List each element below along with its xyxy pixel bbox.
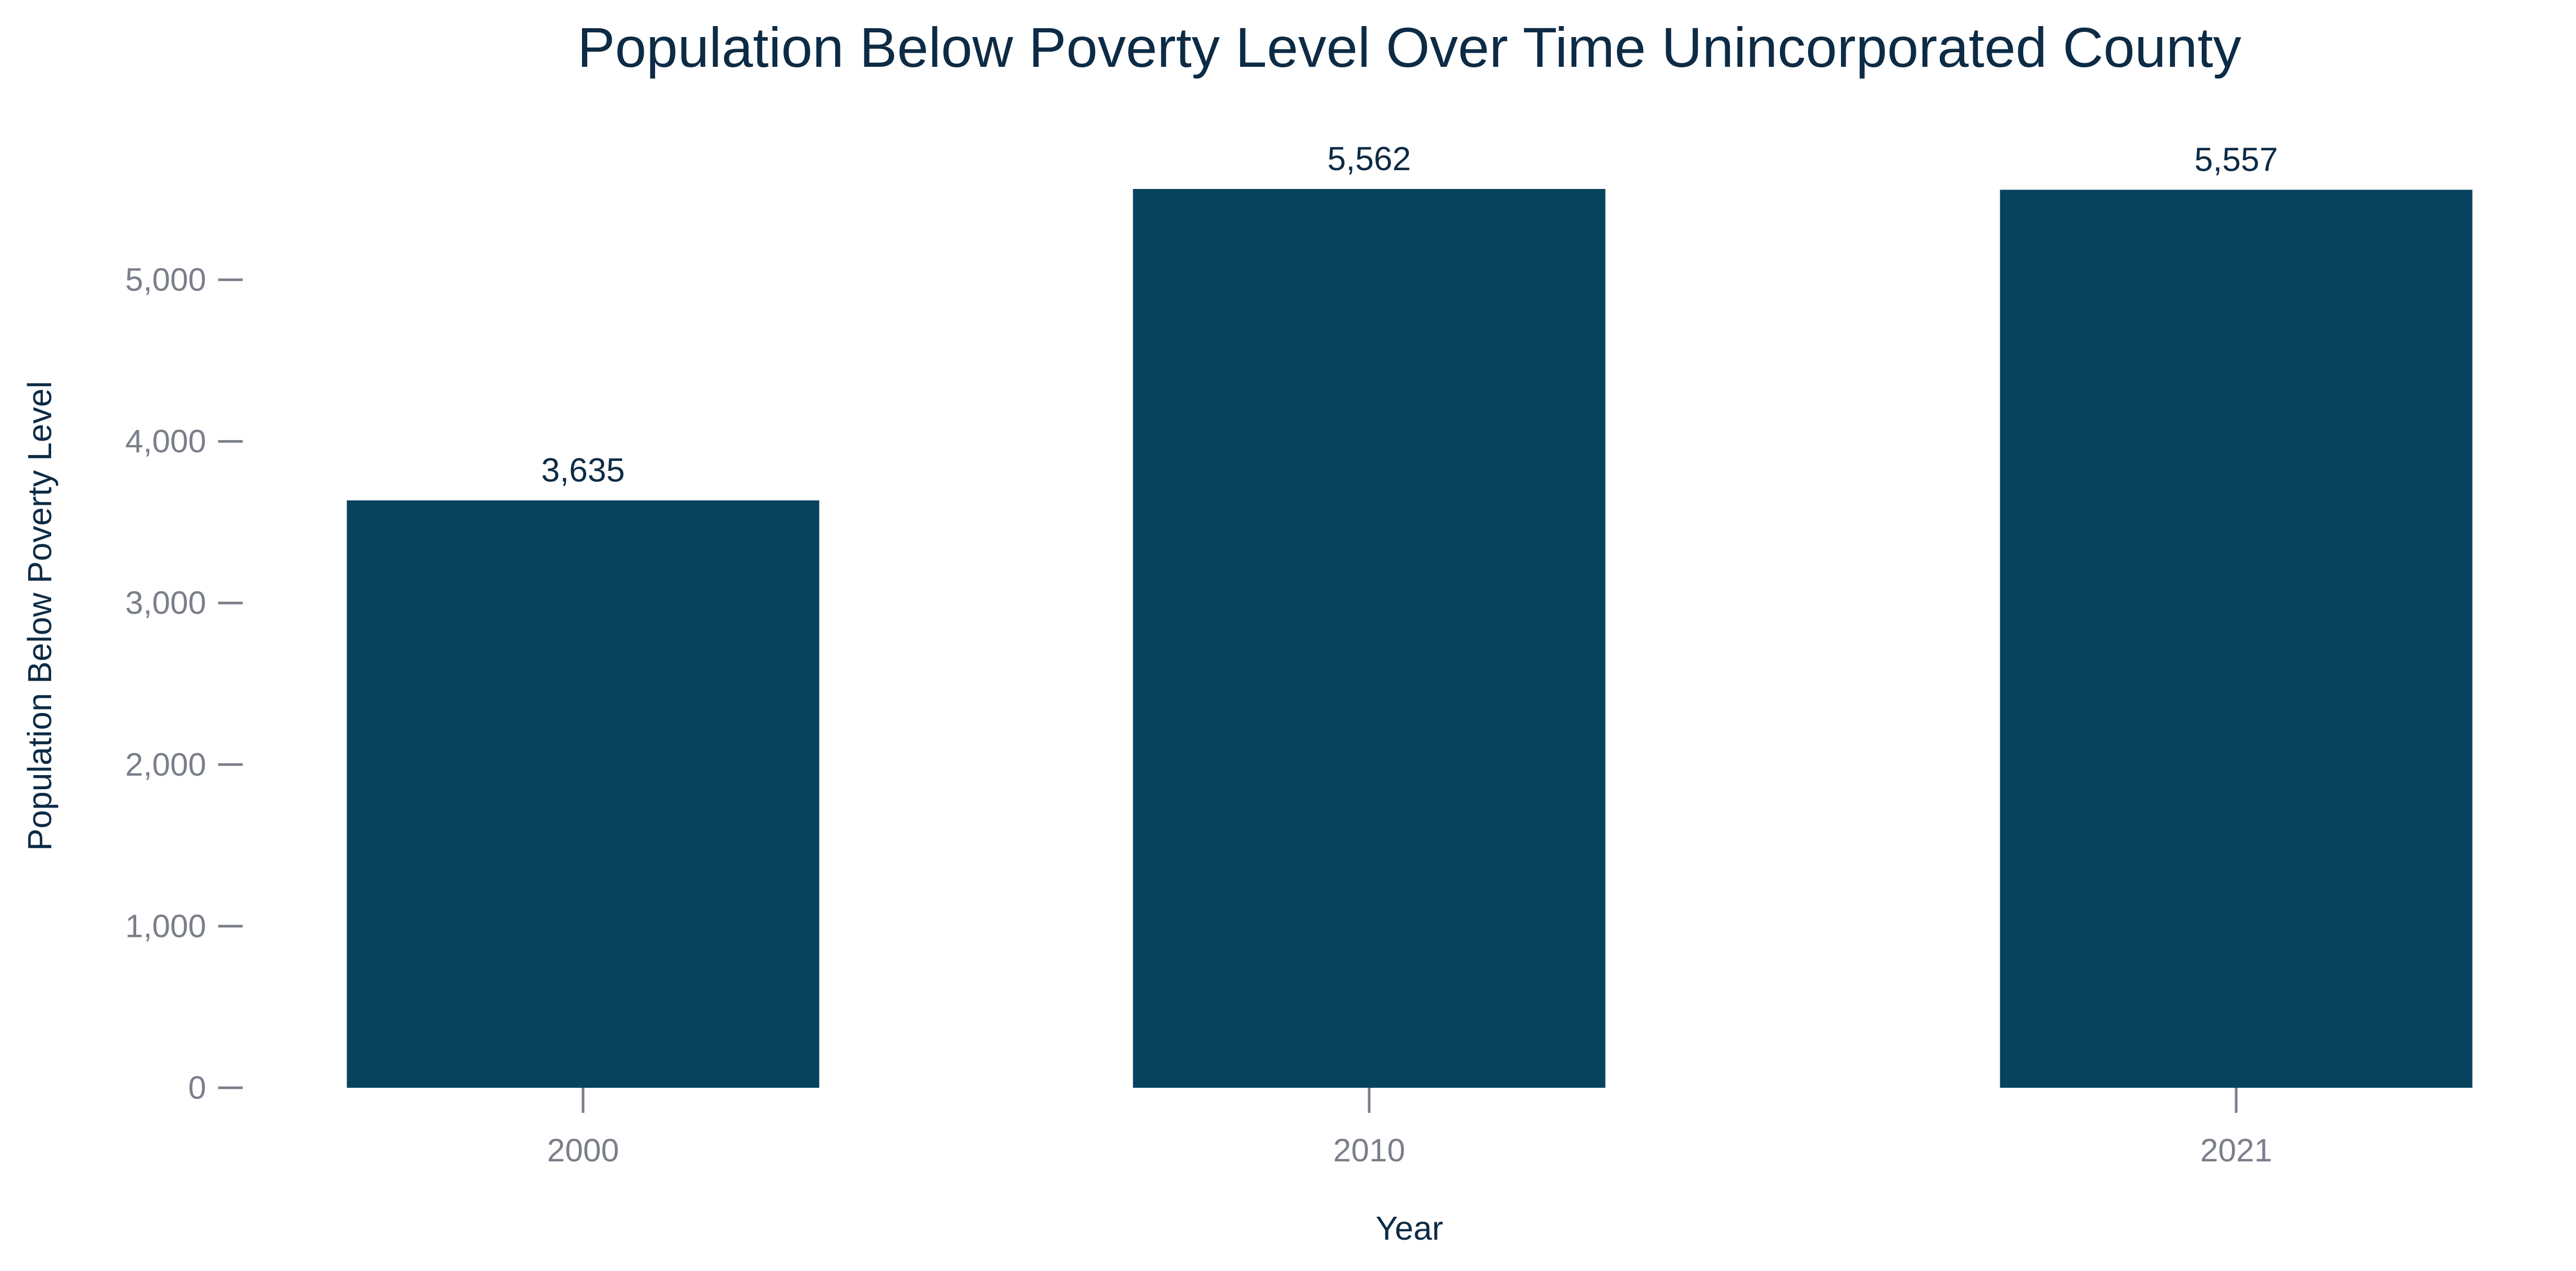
x-axis: 2000 2010 2021	[547, 1088, 2272, 1169]
bar-2021	[2000, 189, 2473, 1088]
y-tick-label: 0	[188, 1070, 206, 1106]
y-axis-title: Population Below Poverty Level	[21, 381, 58, 851]
bar-2000	[347, 500, 820, 1088]
bars: 3,635 5,562 5,557	[347, 140, 2473, 1088]
x-tick-label-2021: 2021	[2200, 1133, 2272, 1169]
x-tick-label-2010: 2010	[1333, 1133, 1405, 1169]
x-axis-title: Year	[1375, 1209, 1443, 1247]
y-tick-label: 3,000	[125, 585, 206, 621]
y-tick-label: 1,000	[125, 908, 206, 944]
y-tick-label: 5,000	[125, 262, 206, 298]
data-label-2021: 5,557	[2194, 141, 2278, 179]
x-tick-label-2000: 2000	[547, 1133, 619, 1169]
y-tick-label: 4,000	[125, 424, 206, 460]
y-tick-label: 2,000	[125, 747, 206, 783]
data-label-2000: 3,635	[541, 452, 625, 489]
chart-title: Population Below Poverty Level Over Time…	[577, 16, 2241, 79]
bar-2010	[1133, 189, 1606, 1088]
y-axis: 0 1,000 2,000 3,000 4,000 5,000	[125, 262, 243, 1106]
data-label-2010: 5,562	[1327, 140, 1411, 177]
